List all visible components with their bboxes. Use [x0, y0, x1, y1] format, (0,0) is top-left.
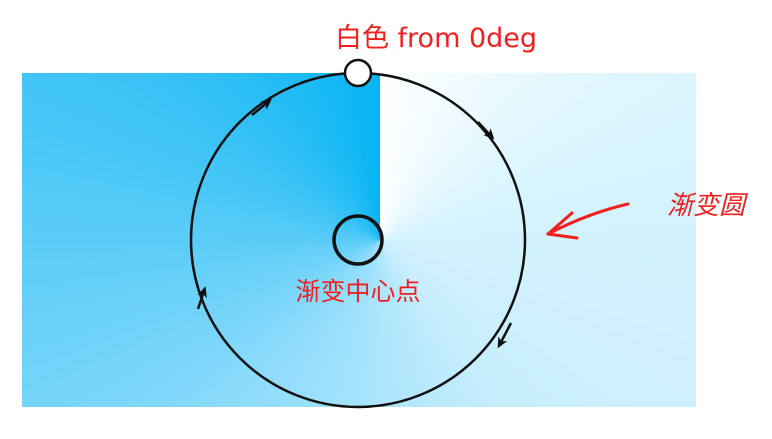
circle-pointer-arrowhead-icon-2 — [546, 232, 579, 240]
arrow-top-right-icon — [477, 121, 495, 140]
arrow-bottom-left-icon — [196, 286, 207, 310]
start-point-marker — [343, 58, 373, 88]
gradient-circle-label: 渐变圆 — [667, 191, 749, 221]
gradient-center-label: 渐变中心点 — [295, 277, 420, 306]
conic-gradient-rect — [22, 73, 696, 407]
gradient-circle — [189, 71, 527, 409]
circle-pointer-arrowhead-icon — [546, 211, 574, 236]
circle-pointer-arrow-icon — [546, 202, 630, 236]
gradient-center-marker — [332, 214, 384, 266]
start-point-label: 白色 from 0deg — [335, 23, 537, 54]
arrow-top-left-icon — [251, 98, 272, 116]
arrow-bottom-right-icon — [497, 322, 513, 349]
